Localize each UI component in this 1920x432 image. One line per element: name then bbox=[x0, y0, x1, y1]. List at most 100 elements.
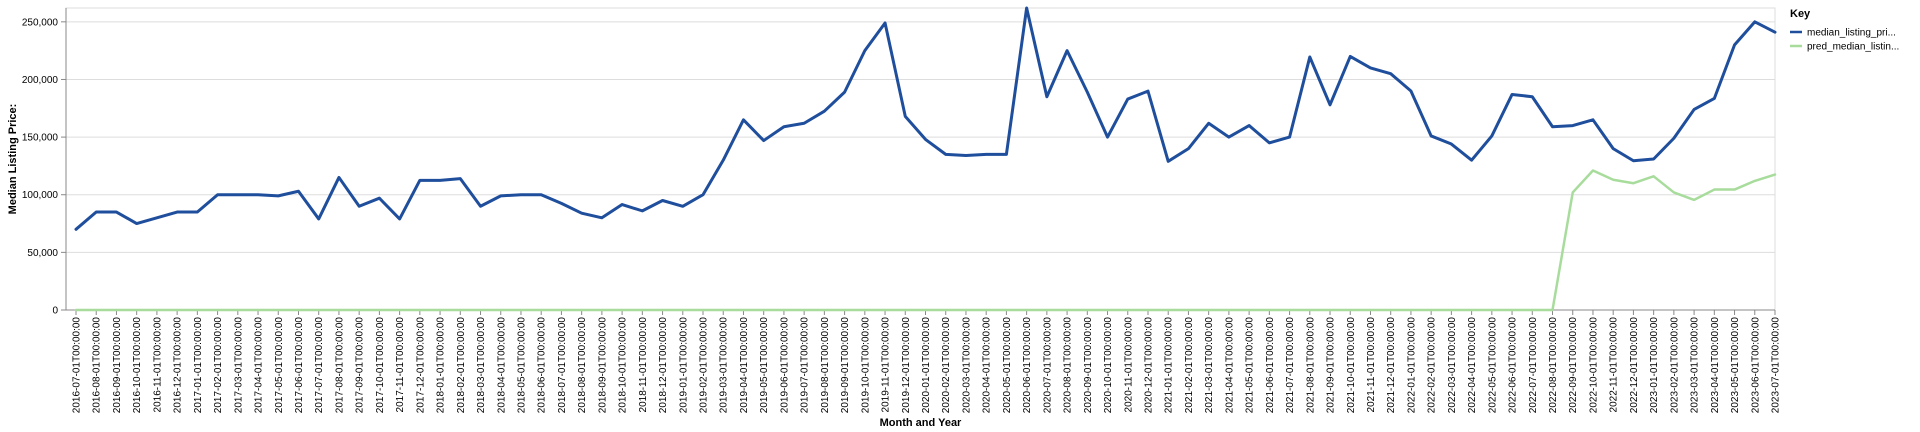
x-tick-label: 2022-06-01T00:00:00 bbox=[1508, 317, 1519, 414]
x-tick-label: 2020-11-01T00:00:00 bbox=[1123, 317, 1134, 413]
x-tick-label: 2021-04-01T00:00:00 bbox=[1224, 317, 1235, 414]
x-tick-label: 2020-03-01T00:00:00 bbox=[961, 317, 972, 414]
x-tick-label: 2019-07-01T00:00:00 bbox=[800, 317, 811, 414]
x-tick-label: 2020-05-01T00:00:00 bbox=[1002, 317, 1013, 414]
x-tick-label: 2020-08-01T00:00:00 bbox=[1063, 317, 1074, 414]
x-tick-label: 2023-03-01T00:00:00 bbox=[1690, 317, 1701, 414]
series-line-pred-median-listing-price bbox=[74, 169, 1777, 312]
x-tick-label: 2017-09-01T00:00:00 bbox=[355, 317, 366, 414]
x-tick-label: 2016-09-01T00:00:00 bbox=[112, 317, 123, 414]
x-tick-label: 2018-09-01T00:00:00 bbox=[597, 317, 608, 414]
legend-label: median_listing_pri... bbox=[1807, 28, 1896, 39]
legend-title: Key bbox=[1790, 8, 1811, 20]
x-tick-label: 2018-10-01T00:00:00 bbox=[618, 317, 629, 414]
plot-frame bbox=[65, 7, 1776, 311]
x-axis-title: Month and Year bbox=[880, 417, 962, 429]
x-tick-label: 2016-12-01T00:00:00 bbox=[173, 317, 184, 414]
x-tick-label: 2018-02-01T00:00:00 bbox=[456, 317, 467, 414]
x-tick-label: 2016-08-01T00:00:00 bbox=[92, 317, 103, 414]
x-tick-label: 2022-04-01T00:00:00 bbox=[1467, 317, 1478, 414]
series-line-median-listing-price bbox=[74, 6, 1777, 231]
x-tick-label: 2017-11-01T00:00:00 bbox=[395, 317, 406, 413]
x-tick-label: 2018-04-01T00:00:00 bbox=[496, 317, 507, 414]
x-tick-label: 2017-05-01T00:00:00 bbox=[274, 317, 285, 414]
y-tick-label: 150,000 bbox=[22, 133, 59, 144]
x-tick-label: 2019-05-01T00:00:00 bbox=[759, 317, 770, 414]
x-tick-label: 2021-10-01T00:00:00 bbox=[1346, 317, 1357, 414]
x-tick-label: 2021-08-01T00:00:00 bbox=[1305, 317, 1316, 414]
x-tick-label: 2020-01-01T00:00:00 bbox=[921, 317, 932, 414]
x-tick-label: 2017-06-01T00:00:00 bbox=[294, 317, 305, 414]
x-tick-label: 2019-03-01T00:00:00 bbox=[719, 317, 730, 414]
series-layer bbox=[74, 6, 1777, 312]
x-tick-label: 2018-03-01T00:00:00 bbox=[476, 317, 487, 414]
gridlines bbox=[65, 7, 1776, 311]
x-tick-label: 2022-02-01T00:00:00 bbox=[1427, 317, 1438, 414]
x-tick-label: 2018-07-01T00:00:00 bbox=[557, 317, 568, 414]
x-tick-label: 2023-07-01T00:00:00 bbox=[1771, 317, 1782, 414]
x-tick-label: 2016-10-01T00:00:00 bbox=[132, 317, 143, 414]
x-tick-label: 2016-11-01T00:00:00 bbox=[152, 317, 163, 413]
x-tick-label: 2023-01-01T00:00:00 bbox=[1649, 317, 1660, 414]
x-tick-label: 2023-05-01T00:00:00 bbox=[1730, 317, 1741, 414]
x-tick-label: 2019-01-01T00:00:00 bbox=[678, 317, 689, 414]
y-tick-label: 200,000 bbox=[22, 75, 59, 86]
x-tick-label: 2022-05-01T00:00:00 bbox=[1487, 317, 1498, 414]
x-tick-label: 2017-12-01T00:00:00 bbox=[415, 317, 426, 414]
legend: Key median_listing_pri... pred_median_lis… bbox=[1790, 8, 1899, 53]
x-tick-label: 2020-04-01T00:00:00 bbox=[982, 317, 993, 414]
x-tick-label: 2018-08-01T00:00:00 bbox=[577, 317, 588, 414]
y-tick-label: 100,000 bbox=[22, 190, 59, 201]
x-tick-label: 2023-02-01T00:00:00 bbox=[1669, 317, 1680, 414]
x-tick-label: 2018-12-01T00:00:00 bbox=[658, 317, 669, 414]
x-tick-label: 2019-06-01T00:00:00 bbox=[779, 317, 790, 414]
x-tick-label: 2017-07-01T00:00:00 bbox=[314, 317, 325, 414]
x-tick-label: 2018-06-01T00:00:00 bbox=[537, 317, 548, 414]
x-tick-label: 2019-10-01T00:00:00 bbox=[860, 317, 871, 414]
x-tick-label: 2021-12-01T00:00:00 bbox=[1386, 317, 1397, 414]
x-tick-label: 2020-10-01T00:00:00 bbox=[1103, 317, 1114, 414]
legend-label: pred_median_listin... bbox=[1807, 42, 1899, 53]
x-tick-label: 2021-02-01T00:00:00 bbox=[1184, 317, 1195, 414]
y-tick-label: 0 bbox=[52, 306, 58, 317]
x-tick-label: 2020-12-01T00:00:00 bbox=[1143, 317, 1154, 414]
x-tick-label: 2021-01-01T00:00:00 bbox=[1164, 317, 1175, 414]
x-tick-label: 2020-02-01T00:00:00 bbox=[941, 317, 952, 414]
x-tick-label: 2019-04-01T00:00:00 bbox=[739, 317, 750, 414]
x-tick-label: 2018-11-01T00:00:00 bbox=[638, 317, 649, 413]
x-tick-label: 2022-08-01T00:00:00 bbox=[1548, 317, 1559, 414]
x-tick-label: 2022-03-01T00:00:00 bbox=[1447, 317, 1458, 414]
x-tick-label: 2020-09-01T00:00:00 bbox=[1083, 317, 1094, 414]
x-tick-label: 2022-11-01T00:00:00 bbox=[1609, 317, 1620, 413]
x-tick-label: 2016-07-01T00:00:00 bbox=[72, 317, 83, 414]
x-tick-label: 2021-07-01T00:00:00 bbox=[1285, 317, 1296, 414]
x-tick-label: 2022-12-01T00:00:00 bbox=[1629, 317, 1640, 414]
x-tick-label: 2021-05-01T00:00:00 bbox=[1245, 317, 1256, 414]
y-tick-label: 50,000 bbox=[27, 248, 58, 259]
x-tick-label: 2022-07-01T00:00:00 bbox=[1528, 317, 1539, 414]
x-tick-label: 2020-07-01T00:00:00 bbox=[1042, 317, 1053, 414]
x-tick-label: 2017-02-01T00:00:00 bbox=[213, 317, 224, 414]
y-axis: 0 50,000 100,000 150,000 200,000 250,000 bbox=[22, 8, 67, 317]
x-tick-label: 2023-04-01T00:00:00 bbox=[1710, 317, 1721, 414]
x-tick-label: 2019-08-01T00:00:00 bbox=[820, 317, 831, 414]
x-tick-label: 2021-06-01T00:00:00 bbox=[1265, 317, 1276, 414]
x-tick-label: 2017-04-01T00:00:00 bbox=[254, 317, 265, 414]
x-tick-label: 2020-06-01T00:00:00 bbox=[1022, 317, 1033, 414]
y-axis-title: Median Listing Price: bbox=[7, 104, 19, 215]
x-tick-label: 2019-02-01T00:00:00 bbox=[699, 317, 710, 414]
x-tick-label: 2022-10-01T00:00:00 bbox=[1588, 317, 1599, 414]
x-tick-label: 2017-10-01T00:00:00 bbox=[375, 317, 386, 414]
x-tick-label: 2021-03-01T00:00:00 bbox=[1204, 317, 1215, 414]
x-tick-label: 2018-05-01T00:00:00 bbox=[516, 317, 527, 414]
x-axis: 2016-07-01T00:00:00 2016-08-01T00:00:00 20… bbox=[66, 309, 1782, 414]
x-tick-label: 2021-09-01T00:00:00 bbox=[1326, 317, 1337, 414]
x-tick-label: 2018-01-01T00:00:00 bbox=[436, 317, 447, 414]
x-tick-label: 2021-11-01T00:00:00 bbox=[1366, 317, 1377, 413]
x-tick-label: 2017-03-01T00:00:00 bbox=[233, 317, 244, 414]
x-tick-label: 2022-01-01T00:00:00 bbox=[1406, 317, 1417, 414]
x-tick-label: 2023-06-01T00:00:00 bbox=[1750, 317, 1761, 414]
x-tick-label: 2017-08-01T00:00:00 bbox=[334, 317, 345, 414]
y-tick-label: 250,000 bbox=[22, 17, 59, 28]
